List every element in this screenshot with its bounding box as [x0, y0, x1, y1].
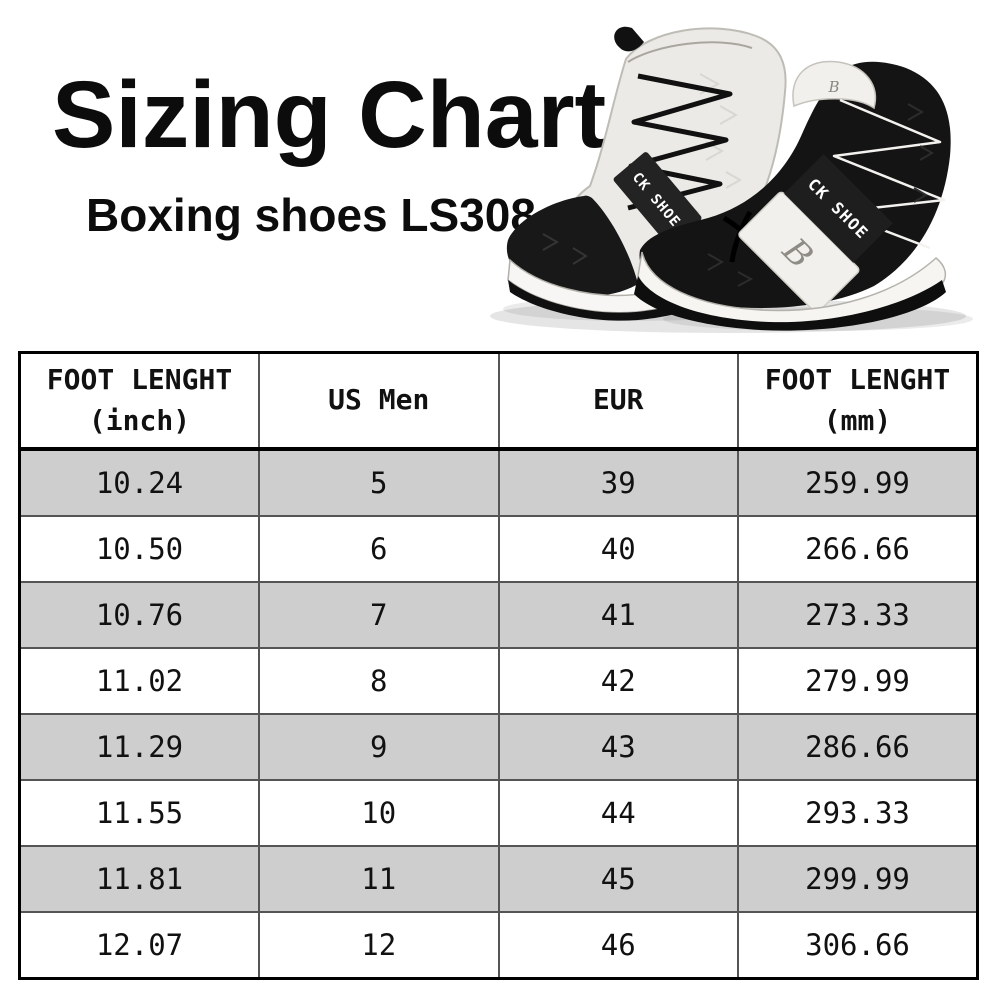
column-header-eur: EUR — [497, 352, 738, 451]
front-shoe: B CK SHOE B — [634, 60, 951, 331]
size-cell: 11 — [258, 845, 499, 912]
column-header-foot-length-inch: FOOT LENGHT (inch) — [19, 352, 259, 451]
rear-shoe-laces — [627, 73, 733, 211]
front-shoe-strap: CK SHOE B — [738, 153, 893, 313]
size-cell: 39 — [497, 449, 738, 516]
column-label: US Men — [328, 383, 430, 417]
rear-lace-loop — [614, 26, 644, 52]
size-cell: 299.99 — [737, 845, 978, 912]
size-cell: 293.33 — [737, 779, 978, 846]
column-header-us-men: US Men — [258, 352, 499, 451]
size-cell: 286.66 — [737, 713, 978, 780]
table-row: 11.29 9 43 286.66 — [19, 713, 978, 780]
size-cell: 40 — [497, 515, 738, 582]
size-table: FOOT LENGHT (inch) US Men EUR FOOT LENGH… — [18, 351, 979, 980]
size-cell: 10.50 — [19, 515, 259, 582]
tongue-monogram: B — [827, 78, 839, 96]
size-cell: 45 — [497, 845, 738, 912]
size-table-body: 10.24 5 39 259.99 10.50 6 40 266.66 10.76 7 41 273.… — [19, 449, 978, 979]
column-label: FOOT LENGHT — [46, 362, 233, 396]
size-cell: 259.99 — [737, 449, 978, 516]
size-cell: 266.66 — [737, 515, 978, 582]
size-cell: 46 — [497, 911, 738, 979]
rear-toe-cap — [506, 195, 638, 297]
size-cell: 10.76 — [19, 581, 259, 648]
front-outsole — [634, 276, 946, 331]
size-cell: 44 — [497, 779, 738, 846]
table-row: 10.24 5 39 259.99 — [19, 449, 978, 516]
size-cell: 6 — [258, 515, 499, 582]
column-label: FOOT LENGHT — [764, 362, 951, 396]
table-row: 11.81 11 45 299.99 — [19, 845, 978, 912]
size-cell: 12.07 — [19, 911, 259, 979]
size-cell: 41 — [497, 581, 738, 648]
table-row: 12.07 12 46 306.66 — [19, 911, 978, 979]
header-row: FOOT LENGHT (inch) US Men EUR FOOT LENGH… — [19, 352, 978, 451]
size-cell: 43 — [497, 713, 738, 780]
size-cell: 11.29 — [19, 713, 259, 780]
column-unit: (inch) — [88, 403, 191, 437]
page-title: Sizing Chart — [52, 62, 607, 168]
size-cell: 273.33 — [737, 581, 978, 648]
size-cell: 12 — [258, 911, 499, 979]
table-row: 10.76 7 41 273.33 — [19, 581, 978, 648]
size-cell: 42 — [497, 647, 738, 714]
size-cell: 11.55 — [19, 779, 259, 846]
size-table-header: FOOT LENGHT (inch) US Men EUR FOOT LENGH… — [19, 352, 978, 451]
size-cell: 11.81 — [19, 845, 259, 912]
page-subtitle: Boxing shoes LS308 — [86, 189, 536, 241]
size-cell: 5 — [258, 449, 499, 516]
size-cell: 279.99 — [737, 647, 978, 714]
rear-shoe-strap: CK SHOE — [613, 152, 702, 246]
front-tongue — [792, 60, 877, 110]
table-row: 11.02 8 42 279.99 — [19, 647, 978, 714]
size-cell: 10 — [258, 779, 499, 846]
table-row: 10.50 6 40 266.66 — [19, 515, 978, 582]
front-shoe-texture — [707, 103, 934, 287]
size-cell: 306.66 — [737, 911, 978, 979]
table-row: 11.55 10 44 293.33 — [19, 779, 978, 846]
column-label: EUR — [592, 383, 644, 417]
column-unit: (mm) — [823, 403, 892, 437]
size-cell: 9 — [258, 713, 499, 780]
size-cell: 7 — [258, 581, 499, 648]
size-cell: 10.24 — [95, 466, 184, 500]
product-photo: CK SHOE B — [488, 4, 994, 338]
column-header-foot-length-mm: FOOT LENGHT (mm) — [737, 352, 978, 451]
boxing-shoes-illustration: CK SHOE B — [490, 26, 973, 333]
size-cell: 8 — [258, 647, 499, 714]
size-cell: 11.02 — [19, 647, 259, 714]
